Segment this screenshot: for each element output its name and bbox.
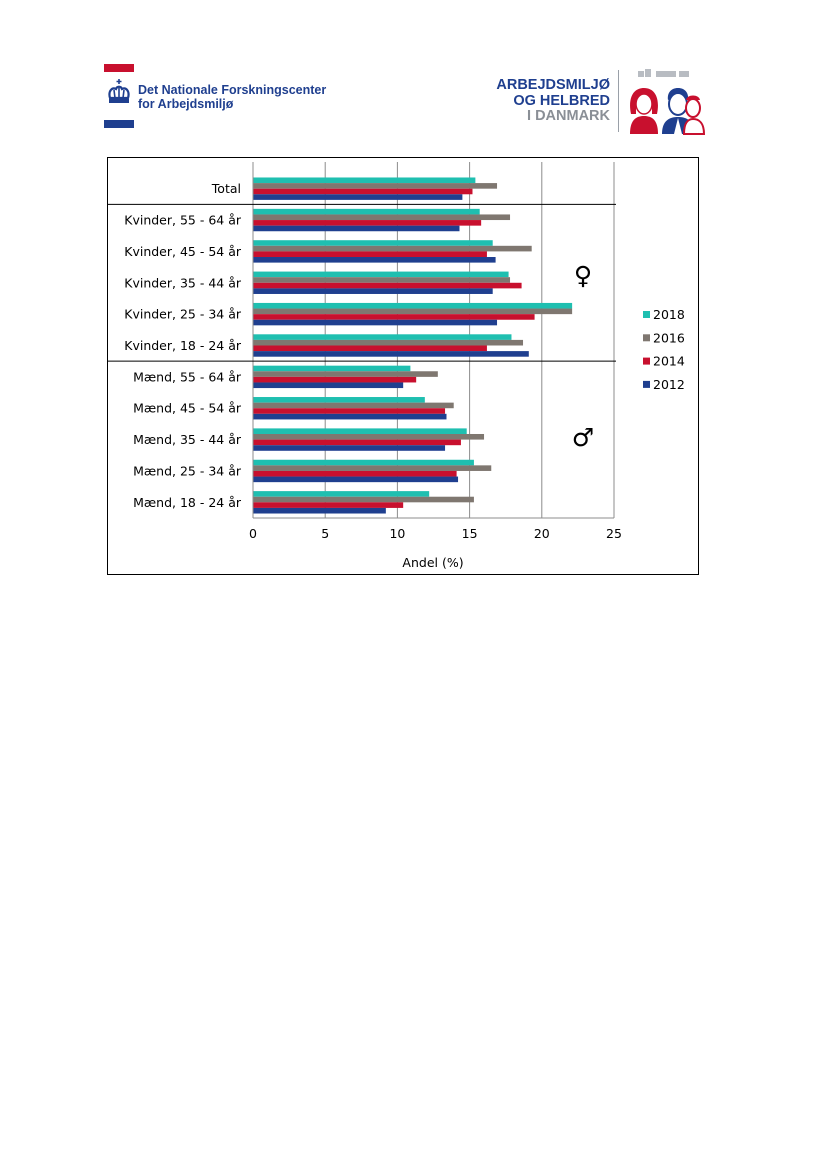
category-label: Mænd, 45 - 54 år — [133, 401, 242, 416]
bar — [253, 208, 480, 215]
nfa-name-line1: Det Nationale Forskningscenter — [138, 83, 327, 97]
logo-divider — [618, 70, 619, 132]
flag-stripe-red — [104, 64, 134, 72]
bar — [253, 220, 482, 226]
bar — [253, 413, 447, 420]
bar — [253, 345, 487, 352]
legend-label: 2014 — [653, 354, 685, 369]
bar — [253, 476, 459, 483]
ah-logo: ARBEJDSMILJØ OG HELBRED I DANMARK — [490, 68, 710, 136]
ah-logo-text: ARBEJDSMILJØ OG HELBRED I DANMARK — [496, 77, 610, 125]
x-axis-title: Andel (%) — [402, 555, 463, 570]
bar — [253, 314, 535, 320]
x-tick-labels: 0 5 10 15 20 25 — [249, 526, 622, 541]
bar — [253, 308, 573, 315]
legend-label: 2012 — [653, 377, 685, 392]
category-label: Kvinder, 35 - 44 år — [124, 275, 242, 290]
bar — [253, 194, 463, 200]
bar — [253, 334, 512, 340]
category-labels: Total Kvinder, 55 - 64 år Kvinder, 45 - 54… — [124, 181, 242, 510]
ah-logo-line3: I DANMARK — [527, 108, 610, 124]
x-tick-label: 5 — [321, 526, 329, 541]
bar — [253, 365, 411, 372]
legend: 2018 2016 2014 2012 — [643, 307, 685, 392]
x-tick-label: 0 — [249, 526, 257, 541]
bar — [253, 183, 498, 189]
bar — [253, 433, 485, 440]
axes — [108, 162, 616, 519]
nfa-name-line2: for Arbejdsmiljø — [138, 97, 234, 111]
flag-stripe-blue — [104, 120, 134, 128]
legend-swatch — [643, 311, 650, 318]
legend-swatch — [643, 334, 650, 342]
legend-label: 2016 — [653, 330, 685, 345]
bar — [253, 251, 487, 258]
nfa-logo: Det Nationale Forskningscenter for Arbej… — [104, 64, 344, 130]
bar — [253, 496, 474, 503]
nfa-name: Det Nationale Forskningscenter for Arbej… — [138, 83, 326, 111]
bar — [253, 225, 460, 232]
x-tick-label: 10 — [389, 526, 405, 541]
bar — [253, 428, 467, 434]
bar — [253, 459, 474, 466]
x-tick-label: 20 — [534, 526, 550, 541]
x-tick-label: 15 — [462, 526, 478, 541]
bar — [253, 257, 496, 263]
bar — [253, 376, 417, 383]
bar — [253, 445, 446, 451]
category-label: Mænd, 55 - 64 år — [133, 369, 242, 384]
bar — [253, 214, 511, 221]
category-label: Mænd, 35 - 44 år — [133, 432, 242, 447]
factory-icon — [638, 69, 689, 77]
female-symbol: ♀ — [574, 261, 592, 290]
ah-logo-line2: OG HELBRED — [513, 92, 610, 109]
category-label: Kvinder, 25 - 34 år — [124, 307, 242, 322]
ah-logo-line1: ARBEJDSMILJØ — [496, 77, 610, 93]
bar — [253, 465, 492, 471]
male-symbol: ♂ — [572, 423, 594, 452]
category-label: Mænd, 25 - 34 år — [133, 463, 242, 478]
people-icon — [630, 69, 706, 135]
bar — [253, 351, 529, 357]
bar — [253, 491, 430, 497]
legend-swatch — [643, 380, 650, 388]
bar — [253, 502, 404, 508]
bar — [253, 271, 509, 278]
bar — [253, 240, 493, 246]
bar — [253, 397, 425, 403]
bar — [253, 319, 498, 326]
bars — [253, 177, 573, 514]
bar — [253, 177, 476, 184]
bar — [253, 408, 446, 414]
bar — [253, 282, 522, 289]
bar — [253, 288, 493, 294]
legend-label: 2018 — [653, 307, 685, 322]
legend-swatch — [643, 357, 650, 365]
bar — [253, 371, 438, 377]
bar — [253, 402, 454, 409]
man2-icon — [682, 95, 706, 135]
bar — [253, 439, 461, 446]
chart-frame — [107, 157, 699, 575]
bar — [253, 277, 511, 283]
crown-icon — [108, 79, 130, 103]
bar — [253, 470, 457, 477]
bar — [253, 507, 386, 514]
x-tick-label: 25 — [606, 526, 622, 541]
bar — [253, 302, 573, 309]
category-label: Kvinder, 45 - 54 år — [124, 244, 242, 259]
bar — [253, 245, 532, 252]
bar — [253, 382, 404, 389]
category-label: Kvinder, 18 - 24 år — [124, 338, 242, 353]
category-label: Mænd, 18 - 24 år — [133, 495, 242, 510]
category-label: Total — [211, 181, 241, 196]
bar — [253, 339, 524, 346]
woman-icon — [630, 88, 658, 134]
category-label: Kvinder, 55 - 64 år — [124, 213, 242, 228]
bar — [253, 188, 473, 195]
